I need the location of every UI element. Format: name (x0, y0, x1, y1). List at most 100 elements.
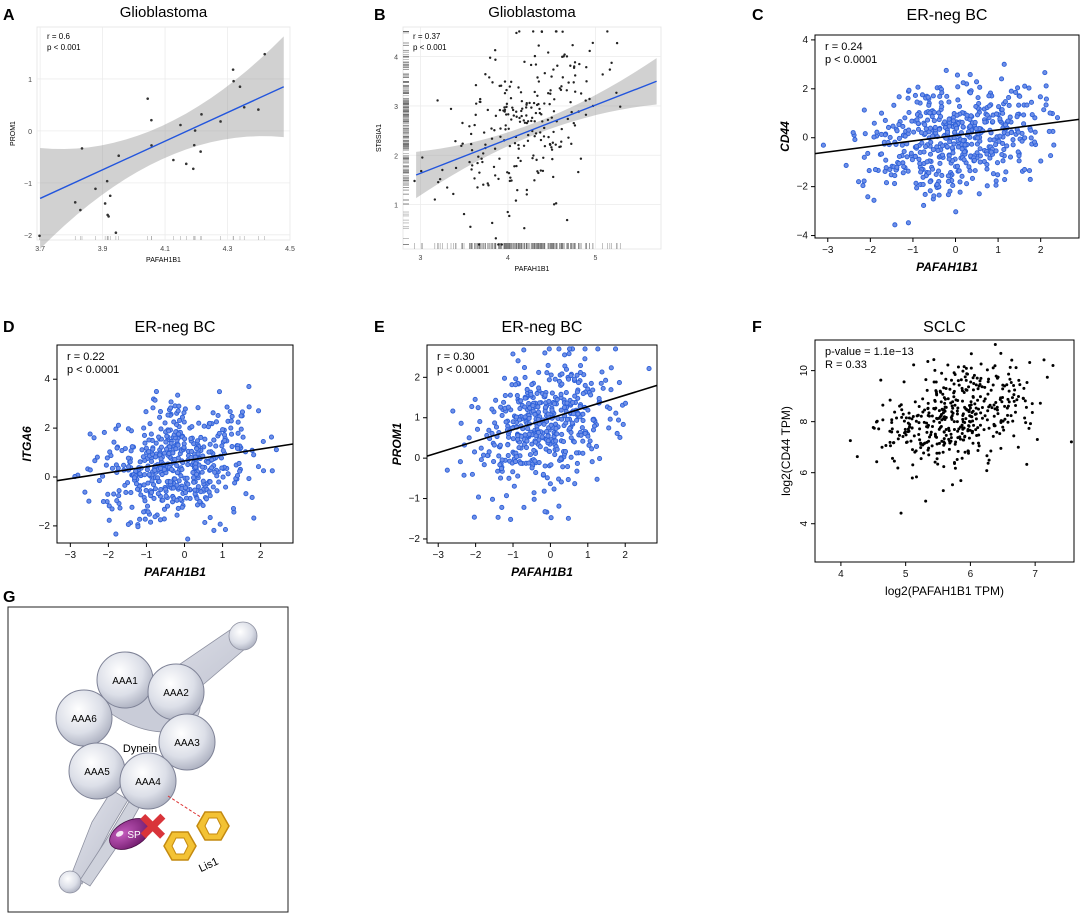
data-point (148, 431, 154, 437)
data-point (1023, 416, 1027, 420)
data-point (503, 92, 507, 95)
y-tick-label: −1 (409, 494, 421, 505)
data-point (957, 427, 961, 431)
y-tick-label: 6 (799, 469, 810, 475)
data-point (927, 188, 933, 194)
data-point (541, 169, 545, 173)
data-point (579, 92, 583, 95)
data-point (984, 183, 990, 189)
data-point (470, 149, 474, 152)
data-point (219, 465, 225, 471)
data-point (914, 185, 920, 191)
data-point (160, 497, 166, 503)
data-point (971, 157, 978, 163)
data-point (959, 173, 965, 179)
data-point (955, 458, 959, 462)
data-point (950, 182, 956, 189)
data-point (1003, 384, 1007, 388)
data-point (146, 472, 152, 478)
data-point (875, 460, 879, 464)
data-point (971, 409, 975, 413)
data-point (989, 449, 993, 453)
x-tick-label: −1 (507, 550, 519, 561)
stat-annotation: r = 0.6 (47, 32, 70, 41)
data-point (141, 482, 147, 488)
data-point (940, 371, 944, 375)
data-point (148, 519, 154, 525)
data-point (153, 454, 159, 460)
data-point (207, 479, 213, 485)
data-point (895, 416, 899, 420)
data-point (957, 189, 963, 195)
data-point (573, 124, 577, 127)
data-point (506, 475, 512, 481)
data-point (521, 365, 528, 371)
data-point (974, 79, 980, 85)
data-point (183, 489, 189, 496)
data-point (982, 428, 986, 432)
data-point (533, 433, 539, 439)
data-point (944, 427, 948, 431)
data-point (938, 114, 944, 120)
data-point (926, 448, 930, 452)
data-point (598, 380, 604, 386)
data-point (458, 420, 464, 426)
x-tick-label: 4.1 (160, 246, 170, 253)
data-point (950, 483, 954, 487)
data-point (551, 141, 555, 144)
data-point (589, 459, 595, 465)
data-point (920, 174, 926, 180)
data-point (980, 405, 984, 409)
data-point (987, 426, 991, 430)
data-point (537, 171, 540, 175)
data-point (865, 150, 871, 156)
data-point (505, 442, 511, 448)
data-point (493, 397, 499, 403)
data-point (903, 427, 907, 431)
data-point (142, 516, 148, 522)
data-point (991, 434, 995, 438)
data-point (546, 118, 550, 122)
data-point (558, 407, 564, 413)
data-point (106, 213, 109, 217)
data-point (911, 129, 917, 135)
data-point (200, 502, 206, 509)
x-tick-label: 6 (968, 569, 974, 580)
data-point (150, 144, 153, 147)
data-point (926, 414, 930, 418)
data-point (510, 351, 516, 357)
data-point (234, 445, 241, 451)
data-point (499, 127, 502, 130)
data-point (969, 352, 973, 356)
y-tick-label: 2 (802, 84, 808, 95)
data-point (967, 424, 971, 428)
data-point (563, 366, 570, 372)
data-point (125, 426, 131, 432)
data-point (950, 410, 954, 414)
data-point (257, 108, 260, 111)
data-point (919, 414, 923, 418)
chart-panel-d: ER-neg BC −3 −2 −1 0 1 2 −2 0 2 4 PAFAH1B1 ITGA6 r = … (20, 319, 294, 579)
data-point (100, 499, 107, 505)
data-point (552, 130, 555, 134)
data-point (519, 91, 523, 94)
data-point (469, 404, 475, 410)
data-point (157, 465, 164, 471)
data-point (1004, 143, 1010, 149)
data-point (890, 420, 894, 424)
data-point (942, 386, 946, 390)
x-tick-label: 3.7 (35, 246, 45, 253)
data-point (116, 488, 122, 494)
data-point (80, 147, 84, 150)
data-point (1021, 396, 1025, 400)
data-point (941, 489, 945, 493)
data-point (892, 222, 898, 228)
data-point (163, 446, 170, 452)
data-point (1042, 70, 1048, 76)
data-point (521, 107, 524, 110)
data-point (38, 234, 41, 238)
data-point (988, 149, 994, 155)
data-point (514, 199, 518, 202)
data-point (525, 426, 531, 432)
data-point (547, 135, 550, 139)
